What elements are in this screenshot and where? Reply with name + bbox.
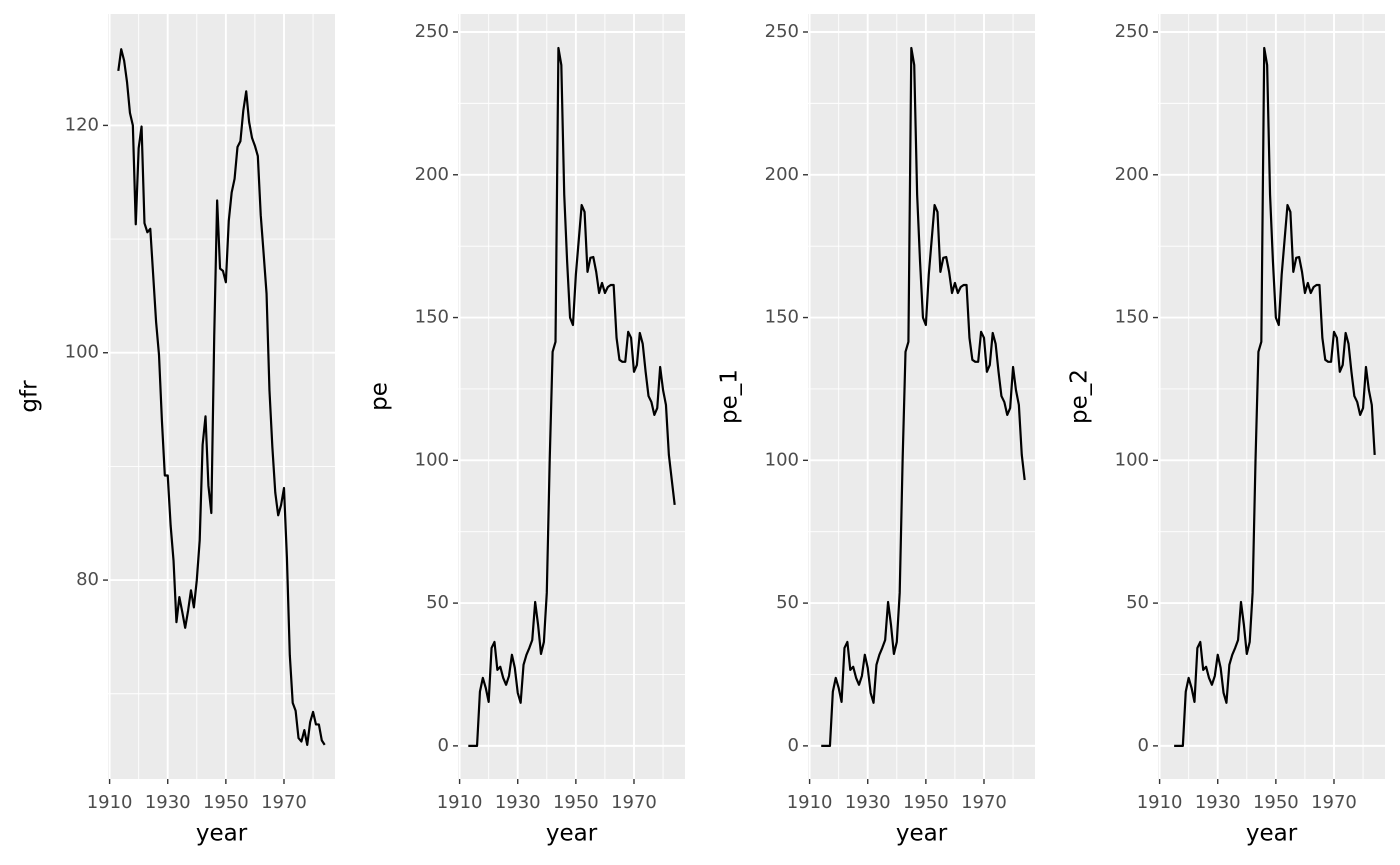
y-tick-label: 200 [415, 164, 449, 185]
data-line [468, 46, 676, 747]
y-axis-title: pe [367, 382, 393, 411]
y-tick-label: 250 [1115, 21, 1149, 42]
y-axis-title: gfr [17, 380, 43, 413]
y-axis-title: pe_1 [717, 369, 743, 424]
data-line [821, 46, 1026, 747]
y-tick-label: 120 [65, 114, 99, 135]
x-tick-label: 1970 [1311, 792, 1357, 813]
x-axis-title: year [546, 821, 598, 847]
y-tick-label: 200 [765, 164, 799, 185]
x-tick-label: 1910 [87, 792, 133, 813]
data-line [117, 48, 326, 746]
x-tick-label: 1930 [845, 792, 891, 813]
y-tick-label: 250 [415, 21, 449, 42]
y-tick-label: 80 [76, 569, 99, 590]
y-tick-label: 100 [415, 449, 449, 470]
y-tick-label: 50 [426, 592, 449, 613]
x-tick-label: 1970 [261, 792, 307, 813]
panel-background [808, 14, 1035, 779]
x-tick-label: 1970 [611, 792, 657, 813]
x-tick-label: 1950 [203, 792, 249, 813]
y-axis-title: pe_2 [1067, 369, 1093, 424]
y-tick-label: 100 [65, 342, 99, 363]
y-tick-label: 0 [1138, 735, 1149, 756]
data-line [1174, 46, 1376, 747]
y-tick-label: 0 [788, 735, 799, 756]
y-tick-label: 200 [1115, 164, 1149, 185]
x-tick-label: 1930 [1195, 792, 1241, 813]
y-tick-label: 250 [765, 21, 799, 42]
y-tick-label: 100 [765, 449, 799, 470]
x-tick-label: 1950 [903, 792, 949, 813]
x-tick-label: 1970 [961, 792, 1007, 813]
x-tick-label: 1910 [787, 792, 833, 813]
panel-background [108, 14, 335, 779]
x-axis-title: year [196, 821, 248, 847]
y-tick-label: 100 [1115, 449, 1149, 470]
x-axis-title: year [1246, 821, 1298, 847]
x-tick-label: 1910 [1137, 792, 1183, 813]
y-tick-label: 150 [415, 307, 449, 328]
x-axis-title: year [896, 821, 948, 847]
x-tick-label: 1930 [145, 792, 191, 813]
panel-background [1158, 14, 1385, 779]
y-tick-label: 50 [776, 592, 799, 613]
y-tick-label: 50 [1126, 592, 1149, 613]
x-tick-label: 1930 [495, 792, 541, 813]
y-tick-label: 150 [765, 307, 799, 328]
panel-background [458, 14, 685, 779]
x-tick-label: 1910 [437, 792, 483, 813]
y-tick-label: 0 [438, 735, 449, 756]
x-tick-label: 1950 [553, 792, 599, 813]
x-tick-label: 1950 [1253, 792, 1299, 813]
y-tick-label: 150 [1115, 307, 1149, 328]
